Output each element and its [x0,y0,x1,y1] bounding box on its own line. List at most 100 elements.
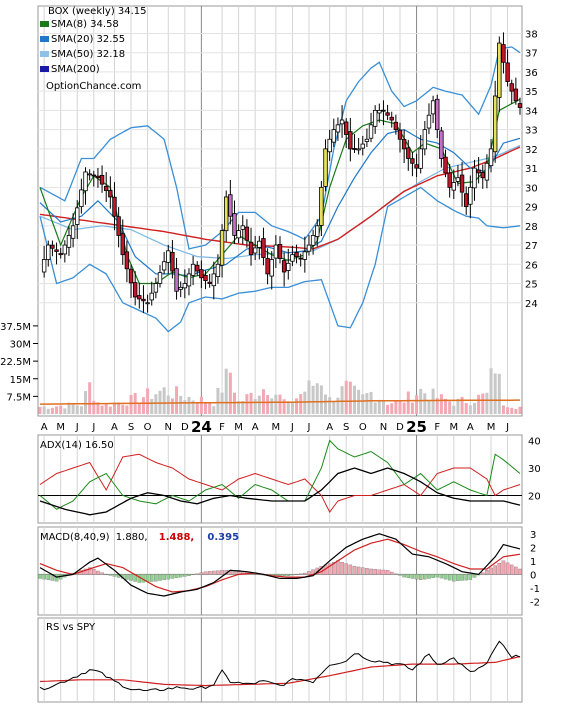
volume-bar [439,394,443,414]
candle-body [406,147,411,159]
volume-bar [514,408,518,414]
volume-bar [489,368,493,414]
legend-label-sma200: SMA(200) [51,64,100,75]
volume-bar [170,398,174,414]
candle-body [497,42,502,98]
volume-bar [208,402,212,414]
adx-lines [39,439,521,516]
macd-histogram-bar [460,574,464,581]
volume-bar [79,406,83,414]
volume-bar [435,398,439,414]
macd-histogram-bar [377,569,382,575]
volume-bar [183,400,187,414]
macd-histogram-bar [505,562,510,575]
volume-bar [381,401,385,414]
volume-bar [299,394,303,414]
volume-bar [270,398,274,414]
candle-body [480,172,485,179]
macd-histogram-bar [298,573,303,575]
macd-histogram-bar [129,574,133,581]
bollinger-upper [39,46,521,250]
candle-body [455,177,461,182]
month-label: O [359,422,367,433]
candle-body [261,238,266,258]
macd-histogram-bar [464,574,468,581]
candle-body [190,263,196,276]
candle-body [207,281,212,284]
volume-bar [423,393,427,414]
volume-bar [295,398,299,414]
volume-bar [357,389,361,414]
candle-body [281,260,287,273]
volume-bar [286,401,290,414]
month-label: 25 [406,418,427,436]
volume-bar [472,402,476,414]
candle-body [199,269,204,279]
macd-axis: 3 2 1 0 -1 -2 [530,530,540,609]
candle-body [50,244,55,249]
candle-body [393,121,399,131]
macd-histogram-bar [187,574,191,576]
volume-bar [398,400,402,414]
volume-bar [365,393,369,414]
volume-bar [315,383,319,414]
volume-bar [104,403,108,414]
volume-bar [460,396,464,414]
month-label: A [326,422,333,433]
volume-bar [402,402,406,414]
macd-histogram-bar [456,574,460,581]
candle-body [513,88,519,102]
macd-histogram-bar [493,565,497,575]
minus-di-line [39,453,521,513]
volume-bar [59,405,63,414]
macd-histogram-bar [199,572,204,575]
macd-histogram-bar [518,568,522,575]
volume-bar [497,373,501,414]
macd-line [39,533,521,597]
macd-value: 1.880, [116,532,148,543]
candle-body [224,196,229,232]
candle-body [66,235,72,248]
macd-histogram-bar [38,574,42,579]
macd-histogram-bar [253,574,257,576]
macd-histogram-bar [174,574,179,578]
macd-histogram-bar [485,570,489,575]
month-label: M [272,422,281,433]
macd-histogram-bar [46,574,51,580]
macd-histogram-bar [435,574,439,578]
volume-bar [179,396,183,414]
macd-histogram-bar [149,574,154,582]
macd-histogram-bar [207,571,212,575]
macd-histogram-bar [83,568,88,575]
month-label: D [181,422,189,433]
volume-bar [444,398,448,414]
candle-body [484,162,490,181]
candle-body [368,124,374,139]
candle-body [211,273,216,287]
month-label: N [165,422,172,433]
x-axis-labels: A M J J A S O N D 24 F M A M J J A S O N D 25 F M A M J [41,418,509,436]
candle-body [290,254,295,262]
month-label: F [434,422,440,433]
candle-body [327,138,332,153]
volume-bar [112,402,116,414]
candle-body [492,95,498,153]
macd-histogram-bar [100,572,104,575]
month-label: J [505,422,509,433]
macd-histogram-bar [361,567,365,575]
volume-bar [481,393,485,414]
candle-body [46,244,51,260]
volume-bar [150,398,154,414]
candle-body [215,263,221,278]
volume-bar [187,396,191,414]
candle-body [422,129,428,150]
volume-tick-label: 30M [10,340,31,351]
macd-histogram-bar [514,566,518,575]
volume-bar [456,398,460,414]
candle-body [75,207,80,225]
candle-body [439,130,444,159]
macd-histogram-bar [447,574,452,581]
volume-bars [38,368,522,414]
rs-label: RS vs SPY [46,622,96,633]
